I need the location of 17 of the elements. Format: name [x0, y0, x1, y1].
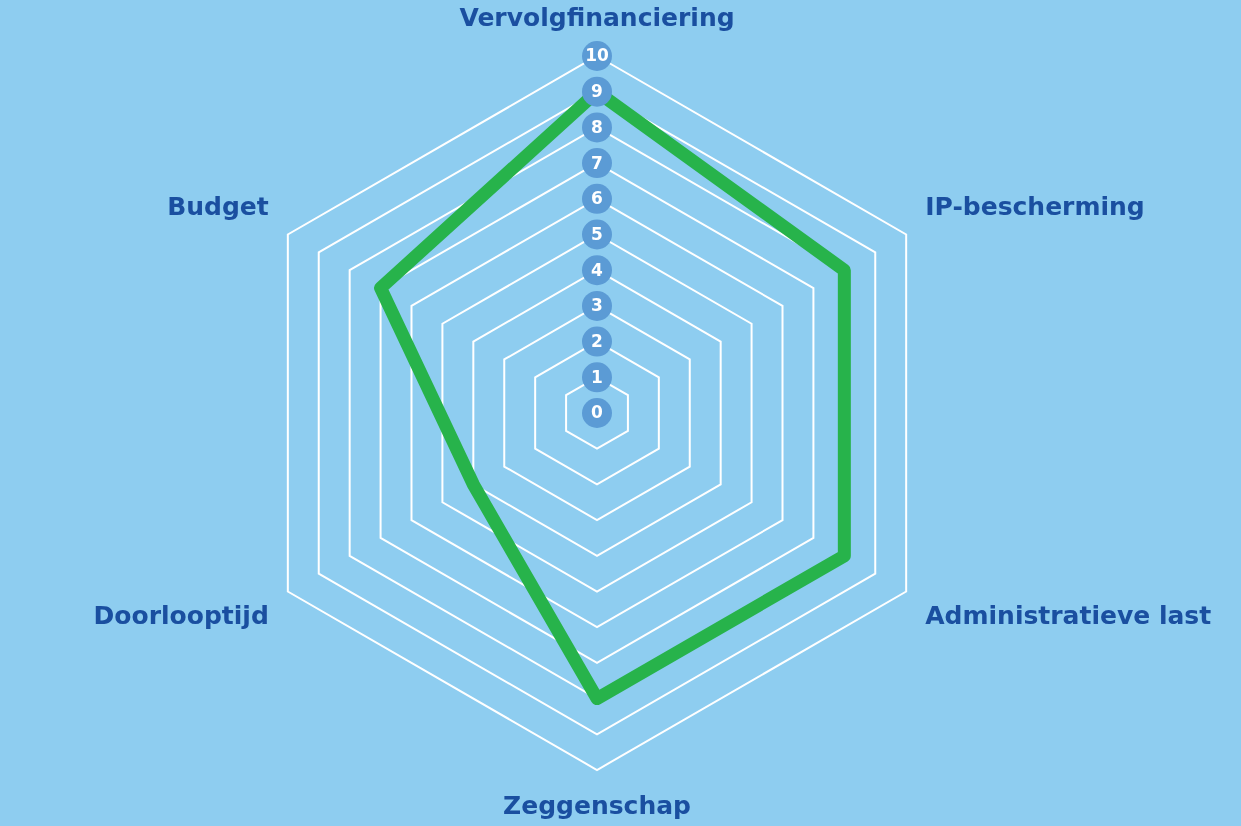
y-tick-label: 8	[591, 116, 603, 137]
y-tick-label: 7	[591, 152, 603, 173]
spoke-label: Doorlooptijd	[93, 601, 269, 630]
spoke-label: IP-bescherming	[925, 192, 1145, 221]
y-tick-label: 4	[591, 259, 604, 280]
y-tick-label: 0	[591, 402, 604, 423]
y-tick-label: 6	[591, 188, 603, 209]
spoke-label: Vervolgfinanciering	[459, 2, 735, 32]
y-tick-label: 1	[591, 366, 603, 387]
spoke-label: Administratieve last	[925, 601, 1212, 630]
y-tick-label: 9	[591, 81, 603, 102]
spoke-label: Budget	[167, 192, 269, 221]
y-tick-label: 10	[585, 45, 609, 66]
y-tick-label: 3	[591, 295, 603, 316]
y-tick-label: 5	[591, 223, 603, 244]
y-tick-label: 2	[591, 331, 603, 352]
spoke-label: Zeggenschap	[503, 790, 691, 820]
